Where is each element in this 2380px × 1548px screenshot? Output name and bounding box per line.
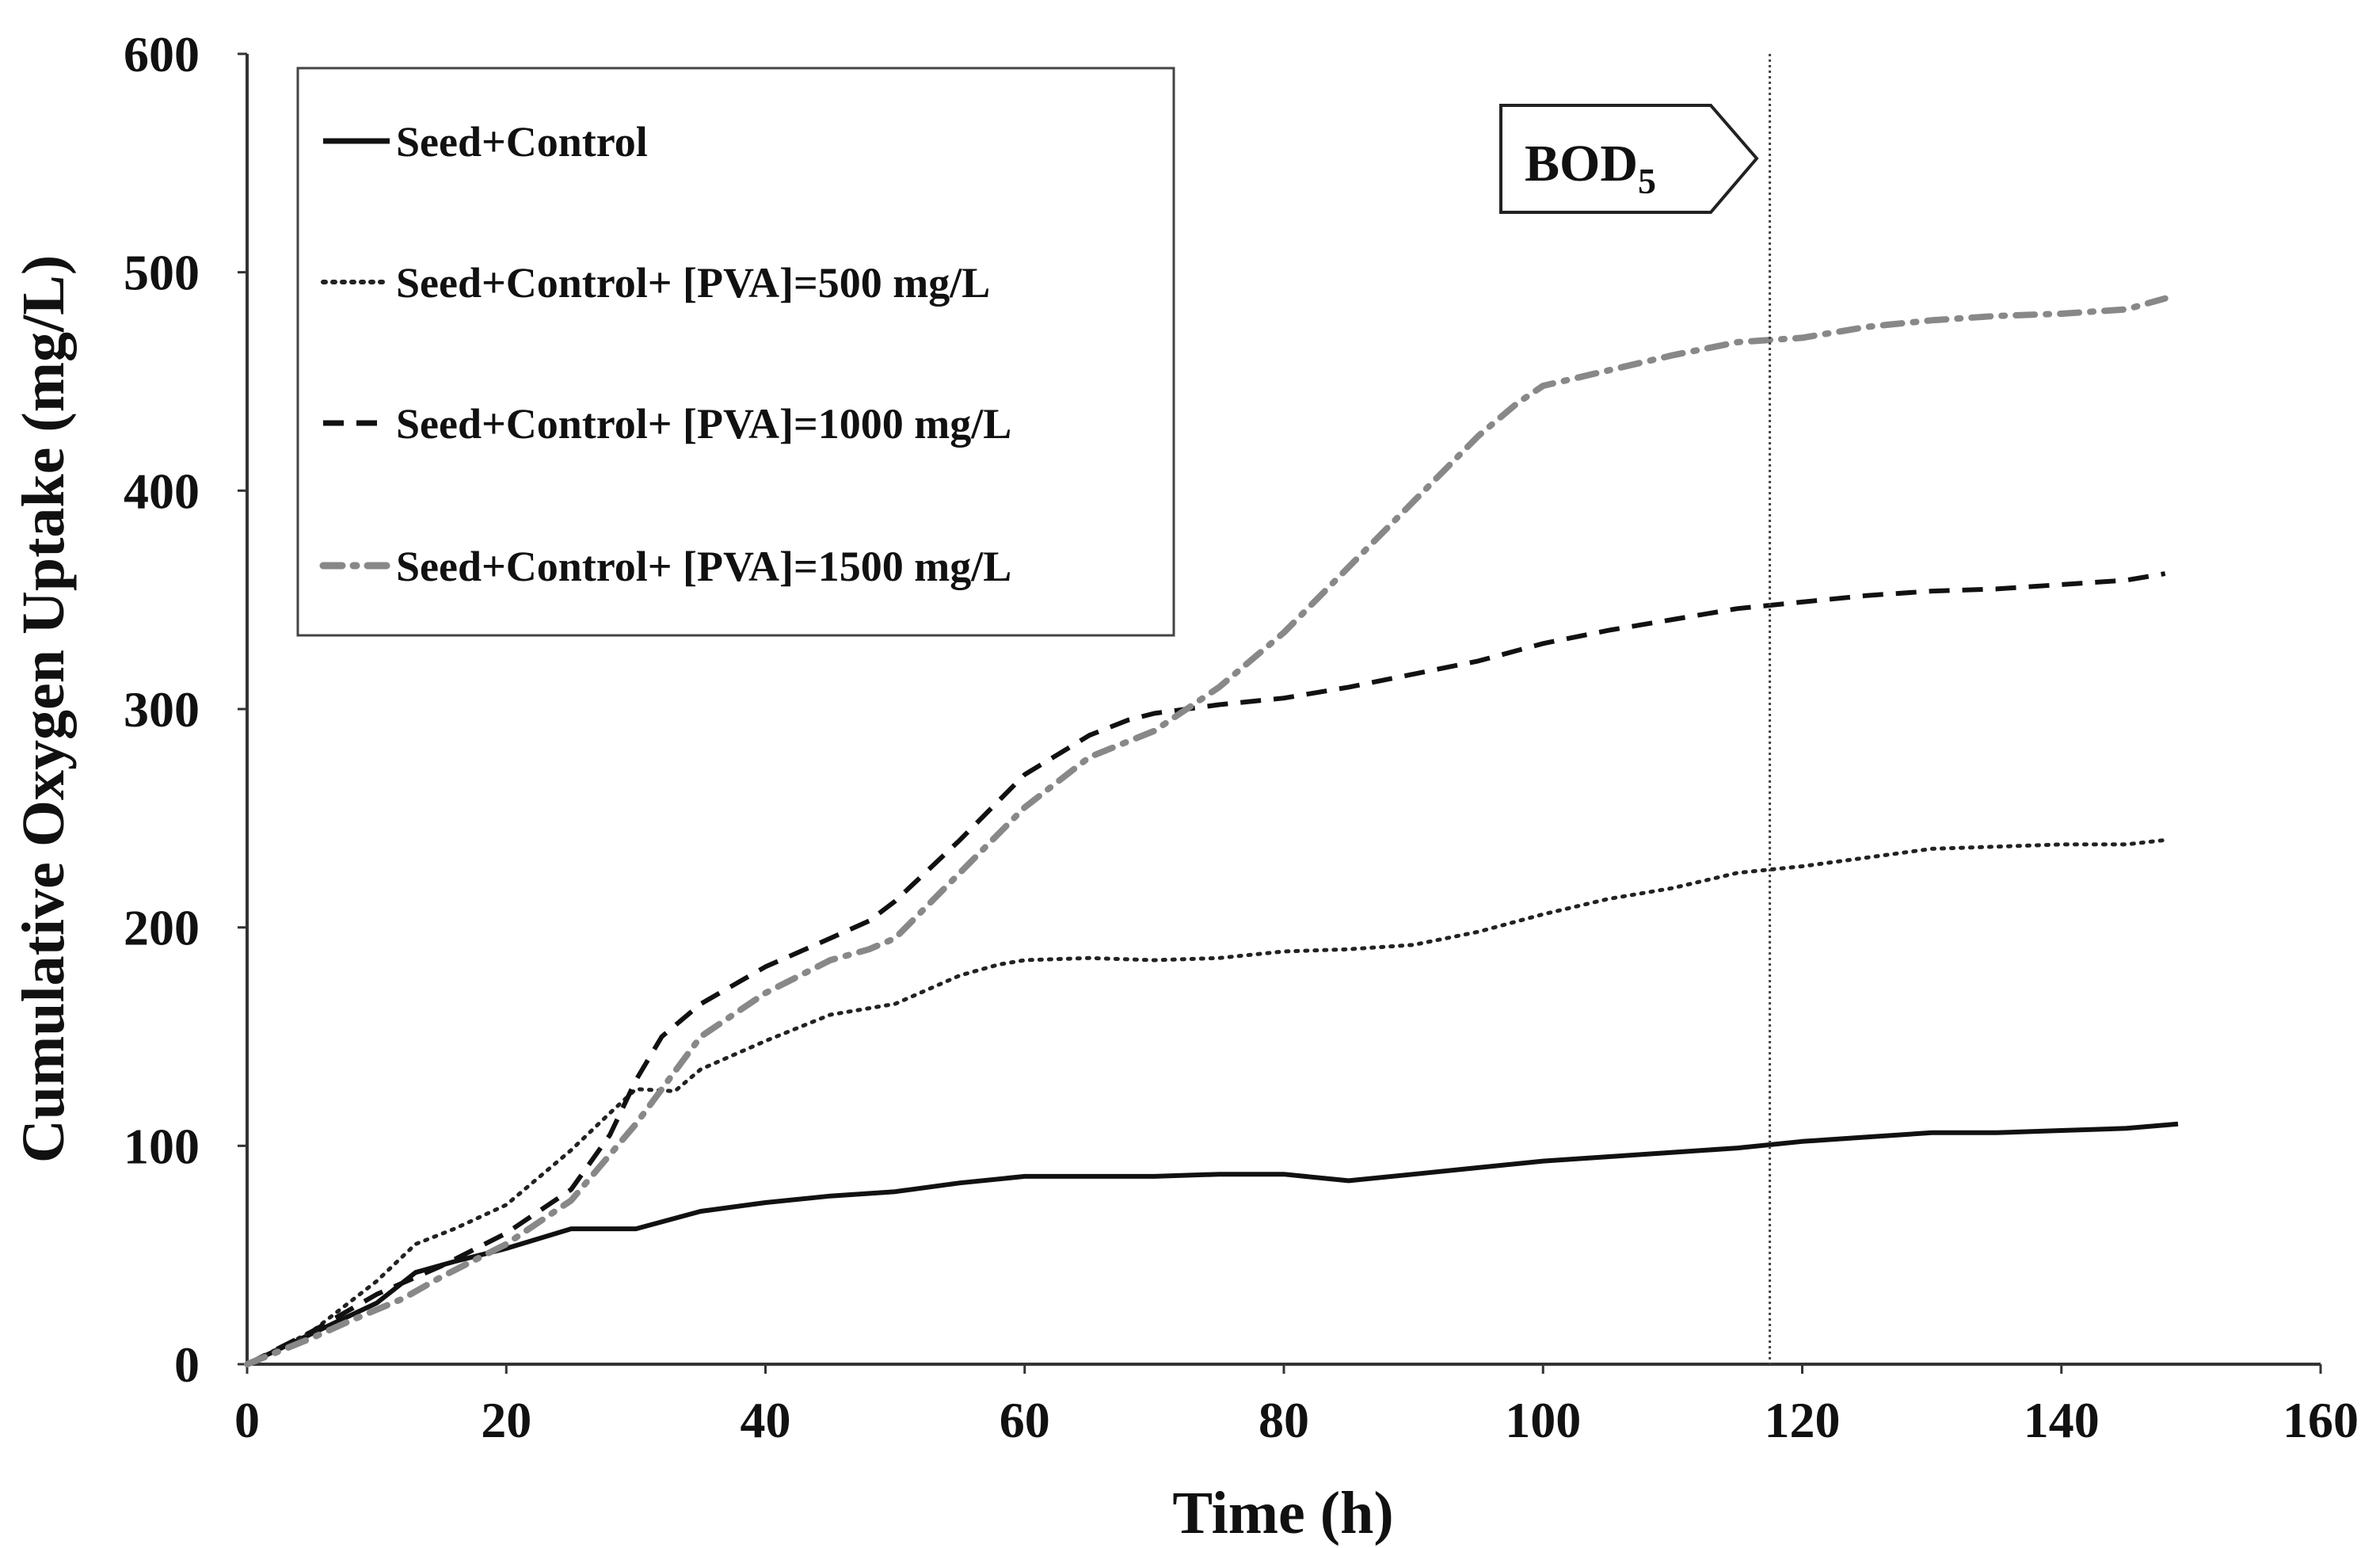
legend-label-0: Seed+Control [396,118,648,166]
y-tick-label: 500 [124,245,200,301]
y-tick-label: 400 [124,463,200,519]
x-tick-label: 0 [234,1392,260,1448]
x-tick-label: 80 [1259,1392,1309,1448]
x-tick-label: 140 [2024,1392,2100,1448]
bod5-label-main: BOD [1525,135,1638,193]
bod5-annotation: BOD5 [1499,104,1759,214]
series-line-0 [246,1121,2179,1367]
series-line-1 [245,837,2168,1367]
ticks-layer: 0 20 40 60 80 100 120 140 160 0 100 200 300 400 500 600 [124,26,2359,1448]
x-tick-label: 160 [2283,1392,2359,1448]
y-axis-title: Cumulative Oxygen Uptake (mg/L) [10,255,77,1163]
y-tick-label: 100 [124,1118,200,1174]
bod5-arrow-box [1499,104,1759,214]
legend-label-3: Seed+Control+ [PVA]=1500 mg/L [396,543,1011,590]
series-layer [244,295,2179,1367]
x-tick-label: 20 [481,1392,531,1448]
x-axis-title: Time (h) [1172,1480,1393,1546]
y-tick-label: 600 [124,26,200,82]
x-tick-label: 120 [1765,1392,1841,1448]
x-tick-label: 40 [741,1392,791,1448]
series-line-2 [246,571,2166,1367]
legend-label-1: Seed+Control+ [PVA]=500 mg/L [396,259,990,307]
y-tick-label: 0 [174,1336,200,1393]
bod5-label: BOD5 [1525,135,1656,201]
legend-label-2: Seed+Control+ [PVA]=1000 mg/L [396,400,1011,448]
x-tick-label: 100 [1505,1392,1581,1448]
legend-box [296,67,1175,637]
series-line-3 [244,295,2169,1367]
y-tick-label: 200 [124,900,200,956]
y-tick-label: 300 [124,681,200,738]
legend: Seed+Control Seed+Control+ [PVA]=500 mg/… [296,67,1175,637]
x-tick-label: 60 [1000,1392,1050,1448]
bod5-label-subscript: 5 [1638,161,1656,201]
